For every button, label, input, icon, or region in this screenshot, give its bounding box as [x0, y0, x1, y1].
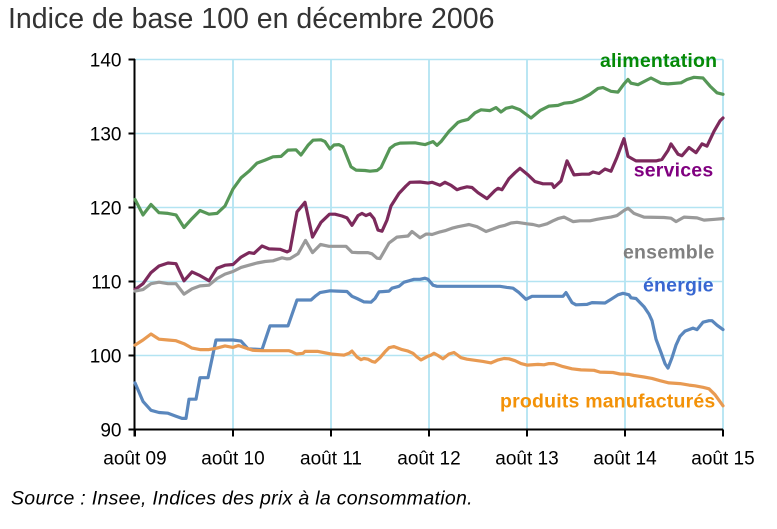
svg-text:110: 110 [91, 273, 121, 294]
svg-text:ensemble: ensemble [623, 242, 715, 264]
svg-text:énergie: énergie [643, 275, 714, 297]
svg-text:août 13: août 13 [495, 449, 558, 470]
svg-text:130: 130 [90, 125, 122, 146]
svg-text:services: services [634, 160, 714, 182]
svg-text:100: 100 [90, 347, 122, 368]
svg-text:août 14: août 14 [593, 449, 657, 470]
svg-text:140: 140 [90, 51, 122, 72]
svg-text:Indice de base 100 en décembre: Indice de base 100 en décembre 2006 [8, 3, 494, 35]
svg-text:août 15: août 15 [691, 449, 754, 470]
svg-text:produits manufacturés: produits manufacturés [500, 391, 715, 413]
svg-text:août 11: août 11 [300, 449, 362, 470]
svg-text:90: 90 [100, 421, 121, 442]
svg-text:août 09: août 09 [103, 449, 166, 470]
svg-text:120: 120 [90, 199, 122, 220]
svg-text:alimentation: alimentation [600, 50, 717, 72]
svg-text:août 10: août 10 [201, 449, 264, 470]
svg-text:août 12: août 12 [397, 449, 460, 470]
svg-text:Source : Insee, Indices des pr: Source : Insee, Indices des prix à la co… [11, 488, 473, 510]
